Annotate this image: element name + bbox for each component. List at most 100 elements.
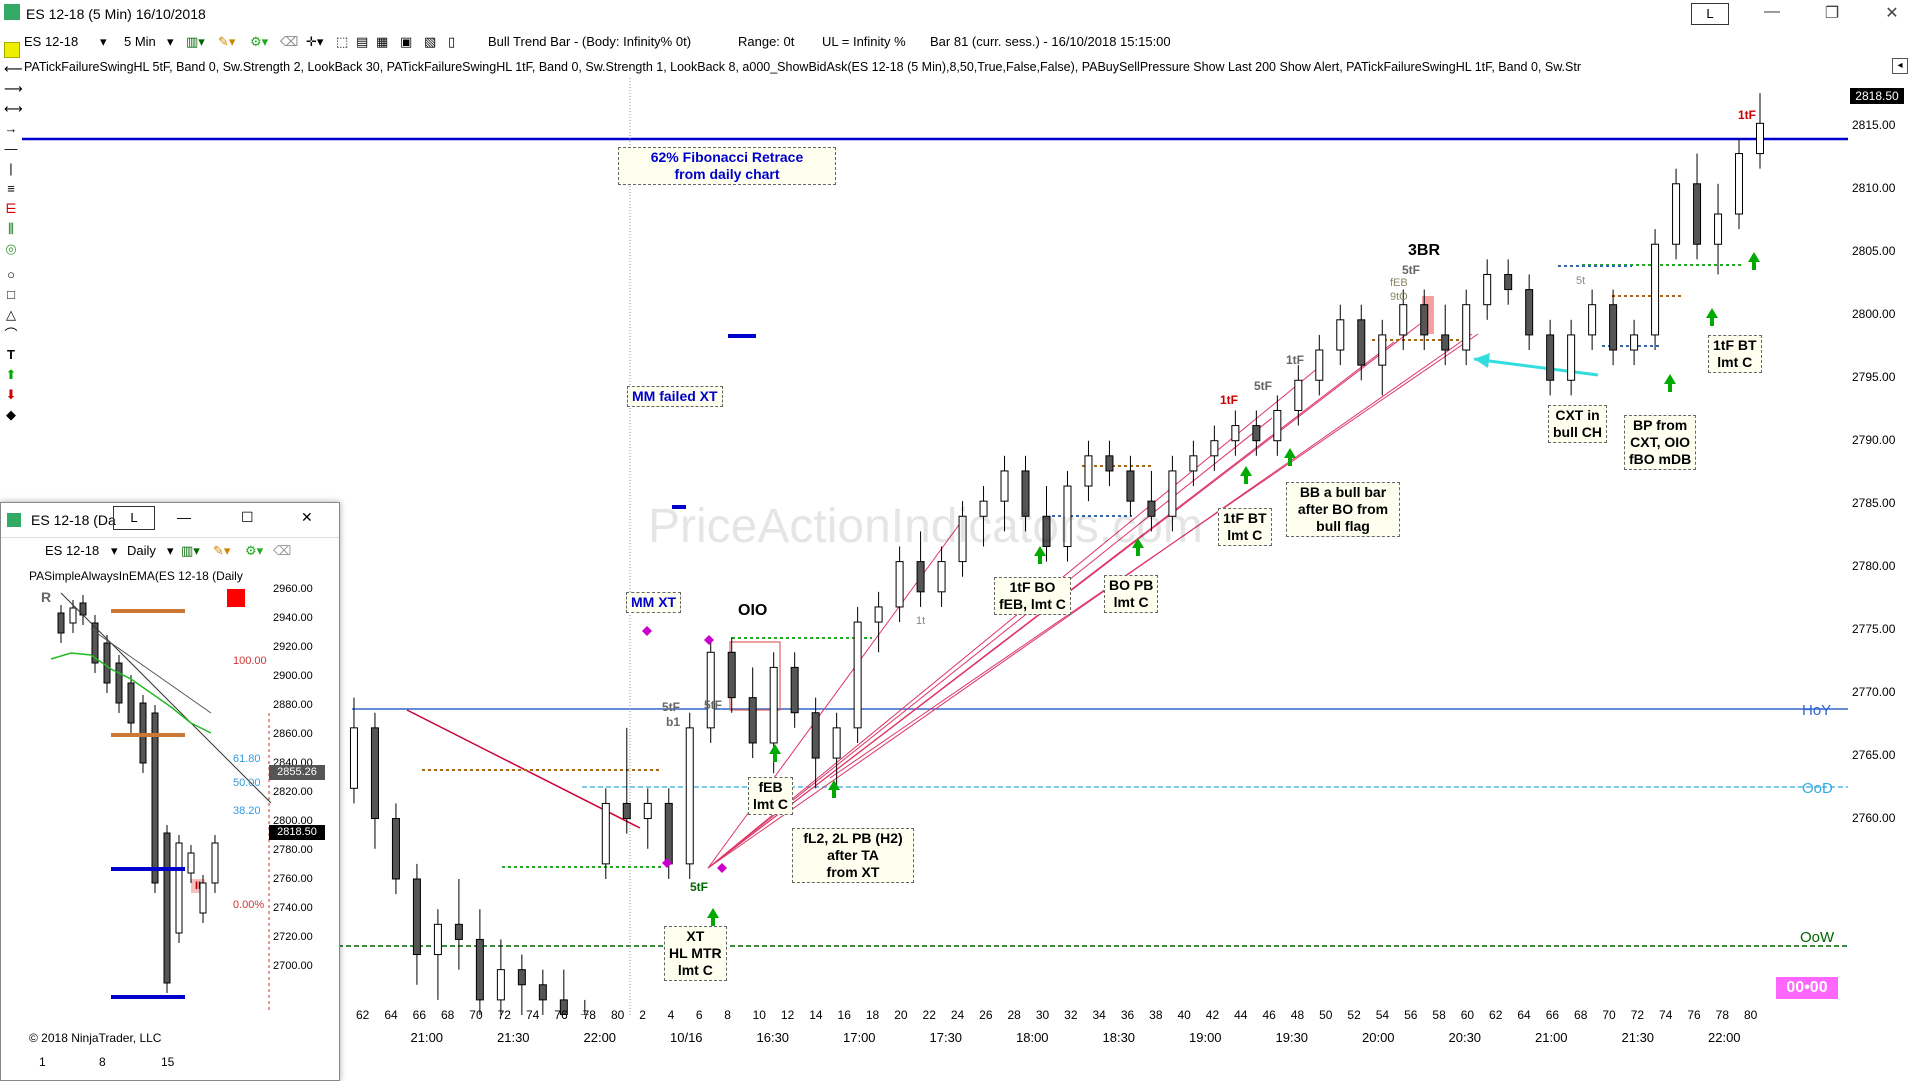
triangle-icon[interactable]: △ (6, 307, 16, 322)
sub-maximize-button[interactable]: ☐ (241, 509, 254, 525)
chevron-down-icon[interactable]: ▾ (100, 34, 107, 49)
label-5tf: 5tF (690, 880, 708, 894)
sub-l-button[interactable]: L (113, 506, 155, 530)
bar-tick-label: 72 (1630, 1008, 1645, 1022)
time-axis-times: 3021:0021:3022:0010/1616:3017:0017:3018:… (0, 1030, 1848, 1046)
strategy-icon[interactable]: ⚙▾ (250, 34, 269, 49)
sub-close-button[interactable]: ✕ (301, 509, 313, 525)
time-tick-label: 21:30 (497, 1030, 530, 1045)
sub-r-label: R (41, 589, 52, 605)
fib-circle-icon[interactable]: ◎ (5, 241, 17, 256)
price-tick-label: 2770.00 (1852, 685, 1896, 699)
sub-copyright: © 2018 NinjaTrader, LLC (29, 1031, 162, 1045)
price-tick-label: 2790.00 (1852, 433, 1896, 447)
arrow-right-icon[interactable]: ⟶ (4, 81, 23, 96)
fib-level-label: 50.00 (233, 777, 261, 789)
chevron-down-icon[interactable]: ▾ (167, 34, 174, 49)
data-box-icon[interactable]: ▧ (424, 34, 437, 49)
arrow-left-icon[interactable]: ⟵ (4, 61, 23, 76)
rectangle-icon[interactable]: □ (7, 287, 15, 302)
data-box-2-icon[interactable]: ▯ (448, 34, 456, 49)
arrow-down-icon[interactable]: ⬇ (5, 387, 17, 402)
time-tick-label: 19:00 (1189, 1030, 1222, 1045)
bar-tick-label: 52 (1347, 1008, 1361, 1022)
time-tick-label: 19:30 (1275, 1030, 1309, 1045)
close-button[interactable]: ✕ (1885, 5, 1899, 22)
daily-candle (115, 662, 123, 704)
time-tick-label: 17:30 (929, 1030, 963, 1045)
candle (1000, 470, 1009, 502)
candle (1420, 304, 1429, 336)
bar-type-icon[interactable]: ▥▾ (186, 34, 205, 49)
price-tick-label: 2795.00 (1852, 370, 1896, 384)
interval-selector[interactable]: 5 Min (124, 34, 156, 49)
chevron-down-icon[interactable]: ▾ (167, 543, 174, 558)
candle (1588, 304, 1597, 336)
fib-retrace-icon[interactable]: ≡ (7, 181, 15, 196)
vline-icon[interactable]: | (9, 161, 13, 176)
line-icon[interactable]: ⟷ (4, 101, 23, 116)
1tf-bo-note: 1tF BO fEB, lmt C (994, 577, 1071, 615)
bar-tick-label: 56 (1404, 1008, 1418, 1022)
sub-current-box-2: 2818.50 (269, 825, 325, 840)
1tf-bt-note-2: 1tF BT lmt C (1708, 335, 1762, 373)
magenta-diamond (704, 635, 714, 645)
eraser-icon[interactable]: ⌫ (280, 34, 299, 49)
l-button[interactable]: L (1691, 3, 1729, 25)
crosshair-icon[interactable]: ✛▾ (306, 34, 324, 49)
price-chart[interactable]: 5tF b1 5tF 5tF 5tF 5tF 1tF 1tF 1tF 1t 5t… (22, 78, 1848, 1015)
arrow-up-icon[interactable]: ⬆ (5, 367, 17, 382)
sub-minimize-button[interactable]: — (177, 509, 191, 525)
fib-time-icon[interactable]: ⫼ (8, 221, 14, 236)
label-1tf: 1tF (1286, 353, 1304, 367)
daily-chart-window[interactable]: ES 12-18 (Da L — ☐ ✕ ES 12-18 ▾ Daily ▾ … (0, 502, 340, 1081)
maximize-button[interactable]: ❐ (1824, 5, 1840, 22)
candle (979, 500, 988, 517)
cyan-arrow-line (1473, 357, 1599, 377)
ruler-icon[interactable] (4, 42, 20, 58)
ellipse-icon[interactable]: ○ (7, 267, 15, 282)
daily-price-label: 2900.00 (273, 670, 313, 682)
snapshot-icon[interactable]: ▣ (400, 34, 413, 49)
bar-tick-label: 66 (412, 1008, 426, 1022)
diamond-icon[interactable]: ◆ (6, 407, 16, 422)
time-tick-label: 20:00 (1362, 1030, 1395, 1045)
zoom-icon[interactable]: ⬚ (336, 34, 349, 49)
fib-level-label: 0.00% (233, 899, 265, 911)
daily-price-label: 2960.00 (273, 583, 313, 595)
daily-chart[interactable] (21, 583, 271, 1043)
candle (1189, 455, 1198, 472)
sub-title-bar: ES 12-18 (Da L — ☐ ✕ (1, 503, 339, 538)
properties-icon[interactable]: ▤ (356, 34, 369, 49)
candle (937, 561, 946, 593)
sub-instrument[interactable]: ES 12-18 (45, 543, 100, 558)
ray-icon[interactable]: → (4, 121, 18, 136)
green-arrow-marker (1132, 538, 1144, 556)
hline-icon[interactable]: — (4, 141, 18, 156)
bar-type-icon[interactable]: ▥▾ (181, 543, 200, 558)
minimize-button[interactable]: — (1764, 3, 1780, 20)
candle (1357, 319, 1366, 366)
bar-tick-label: 12 (780, 1008, 795, 1022)
candle (454, 923, 463, 940)
text-icon[interactable]: T (7, 347, 15, 362)
pencil-icon[interactable]: ✎▾ (218, 34, 236, 49)
instrument-selector[interactable]: ES 12-18 (24, 34, 79, 49)
candle (916, 561, 925, 593)
fib-ext-icon[interactable]: ⋿ (5, 201, 17, 216)
bar-tick-label: 72 (497, 1008, 511, 1022)
layout-icon[interactable]: ▦ (376, 34, 389, 49)
bar-tick-label: 34 (1092, 1008, 1106, 1022)
chevron-down-icon[interactable]: ▾ (111, 543, 118, 558)
legend-toggle-icon[interactable]: ◂ (1892, 58, 1908, 74)
strategy-icon[interactable]: ⚙▾ (245, 543, 264, 558)
price-tick-label: 2775.00 (1852, 622, 1896, 636)
daily-trendline-2 (90, 628, 212, 714)
eraser-icon[interactable]: ⌫ (273, 543, 292, 558)
candle (664, 802, 673, 865)
price-axis[interactable]: 2818.50 2815.00 2810.00 2805.00 2800.00 2795… (1848, 78, 1919, 1018)
pencil-icon[interactable]: ✎▾ (213, 543, 231, 558)
red-square-icon (227, 589, 245, 607)
arc-icon[interactable]: ⌒ (4, 327, 18, 342)
sub-interval[interactable]: Daily (127, 543, 156, 558)
